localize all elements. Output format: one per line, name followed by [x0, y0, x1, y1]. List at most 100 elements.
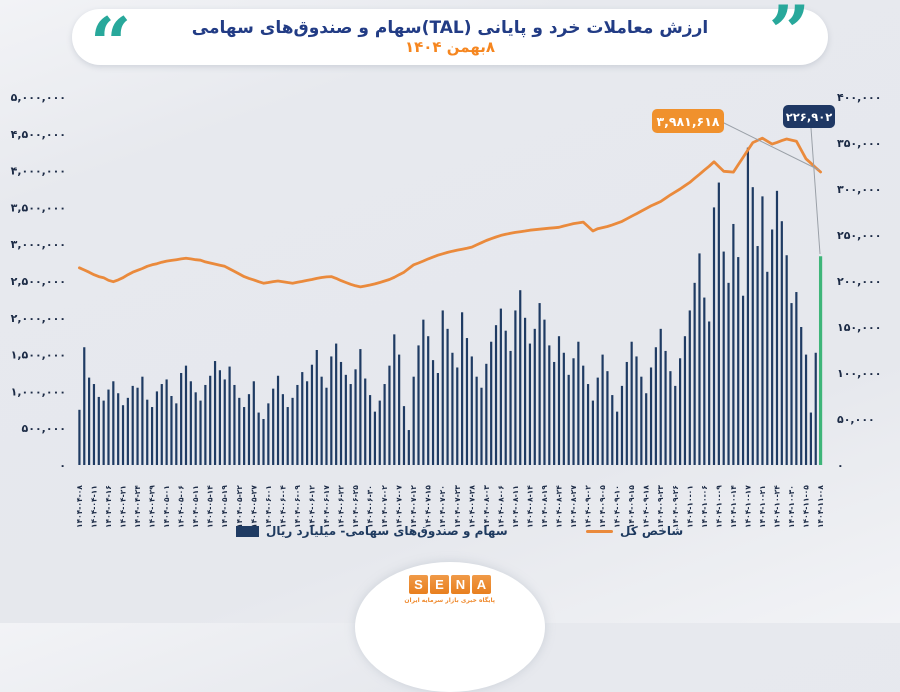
trade-value-bar	[451, 352, 454, 465]
trade-value-bar	[276, 375, 280, 465]
trade-value-bar	[296, 384, 299, 465]
trade-value-bar	[150, 407, 154, 465]
trade-value-bar	[771, 229, 774, 465]
legend-item-index: شاخص کل	[586, 523, 683, 539]
x-axis-date-label: ۱۴۰۴-۰۸-۰۶	[496, 485, 505, 528]
trade-value-bar	[722, 251, 725, 465]
index-value-callout: ۳,۹۸۱,۶۱۸	[652, 109, 724, 133]
right-axis-tick-label: ۲۰۰,۰۰۰	[837, 275, 881, 288]
x-axis-date-label: ۱۴۰۴-۱۰-۰۶	[700, 485, 709, 528]
trade-value-bar	[320, 376, 323, 465]
x-axis-date-label: ۱۴۰۴-۱۰-۱۷	[743, 485, 752, 528]
x-axis-date-label: ۱۴۰۴-۰۵-۲۷	[249, 485, 258, 528]
trade-value-bar	[485, 363, 488, 465]
trade-value-bar	[611, 395, 614, 465]
x-axis-date-label: ۱۴۰۴-۱۱-۰۵	[802, 485, 811, 528]
trade-value-bar	[272, 388, 275, 465]
trade-value-bar	[538, 303, 541, 465]
trade-value-bar	[117, 393, 120, 465]
right-axis-tick-label: ۵۰,۰۰۰	[837, 413, 875, 426]
trade-value-bar	[233, 384, 236, 465]
trade-value-bar	[703, 297, 706, 465]
trade-value-bar	[751, 187, 754, 465]
trade-value-bar	[257, 412, 260, 465]
trade-value-bar	[175, 403, 178, 465]
trade-value-bar	[267, 403, 270, 465]
x-axis-date-label: ۱۴۰۴-۰۷-۱۵	[424, 485, 433, 528]
x-axis-date-label: ۱۴۰۴-۰۵-۰۱	[162, 485, 171, 528]
trade-value-bar	[717, 182, 720, 465]
x-axis-date-label: ۱۴۰۴-۰۷-۲۰	[438, 485, 447, 528]
x-axis-date-label: ۱۴۰۴-۰۸-۲۴	[554, 485, 563, 528]
trade-value-bar	[708, 321, 711, 465]
sena-logo-letter: E	[430, 575, 449, 594]
trade-value-bar	[533, 328, 536, 465]
trade-value-bar	[456, 367, 459, 465]
trade-value-bar	[121, 405, 125, 465]
trade-value-bar	[509, 350, 512, 465]
trade-value-bar	[373, 411, 377, 465]
trade-value-bar	[78, 409, 81, 465]
trade-value-bar	[780, 221, 783, 465]
x-axis-date-label: ۱۴۰۴-۰۶-۰۴	[278, 485, 287, 528]
trade-value-bar	[160, 384, 163, 465]
trade-value-bar	[582, 365, 585, 465]
left-axis-tick-label: ۱,۵۰۰,۰۰۰	[11, 349, 66, 362]
trade-value-bar	[141, 376, 144, 465]
trade-value-bar	[674, 385, 677, 465]
latest-trade-value-bar	[818, 256, 823, 465]
trade-value-bar	[378, 400, 381, 465]
bar-series-label: سهام و صندوق‌های سهامی- میلیارد ریال	[266, 524, 508, 538]
trade-value-bar	[640, 376, 643, 465]
x-axis-date-label: ۱۴۰۴-۰۶-۱۷	[322, 485, 331, 528]
trade-value-bar	[427, 336, 430, 465]
trade-value-bar	[412, 376, 415, 465]
trade-value-bar	[756, 246, 759, 465]
trade-value-bar	[330, 356, 333, 465]
x-axis-date-label: ۱۴۰۴-۰۷-۲۸	[467, 485, 476, 528]
trade-value-bar	[562, 352, 565, 465]
trade-value-bar	[625, 361, 628, 465]
trade-value-bar	[422, 319, 425, 465]
trade-value-bar	[252, 381, 255, 465]
x-axis-date-label: ۱۴۰۴-۰۴-۱۱	[89, 485, 98, 528]
x-axis-date-label: ۱۴۰۴-۰۶-۲۵	[351, 485, 360, 528]
x-axis-date-label: ۱۴۰۴-۰۸-۱۹	[540, 485, 549, 528]
trade-value-bar	[393, 334, 396, 465]
x-axis-date-label: ۱۴۰۴-۱۰-۰۹	[714, 485, 723, 528]
trade-value-bar	[339, 361, 343, 465]
trade-value-bar	[228, 366, 231, 465]
right-axis-tick-label: ۴۰۰,۰۰۰	[837, 91, 881, 104]
trade-value-bar	[243, 407, 246, 465]
trade-value-bar	[712, 207, 716, 465]
trade-value-bar	[528, 343, 532, 465]
trade-value-bar	[199, 400, 202, 465]
trade-value-bar	[112, 381, 115, 465]
sena-logo-letter: N	[451, 575, 470, 594]
x-axis-date-label: ۱۴۰۴-۰۹-۱۰	[613, 485, 622, 528]
trade-value-bar	[349, 384, 352, 465]
right-axis-tick-label: ۲۵۰,۰۰۰	[837, 229, 881, 242]
x-axis-date-label: ۱۴۰۴-۰۵-۱۴	[206, 485, 215, 528]
trade-value-bar	[519, 290, 522, 465]
x-axis-date-label: ۱۴۰۴-۰۹-۰۵	[598, 485, 607, 528]
trade-value-bar	[683, 336, 687, 465]
trade-value-bar	[523, 317, 527, 465]
trade-value-bar	[184, 365, 188, 465]
trade-value-bar	[92, 384, 96, 465]
trade-value-bar	[204, 384, 207, 465]
header-titles: ارزش معاملات خرد و پایانی (TAL)سهام و صن…	[131, 18, 768, 56]
trade-value-bar	[223, 379, 226, 465]
trade-value-bar	[354, 369, 357, 465]
trade-value-bar	[286, 407, 289, 465]
trade-value-bar	[809, 412, 812, 465]
trade-value-bar	[218, 370, 222, 465]
x-axis-date-label: ۱۴۰۴-۱۰-۳۰	[787, 485, 796, 528]
trade-value-bar	[88, 377, 91, 465]
trade-value-bar	[465, 338, 469, 465]
index-line	[78, 136, 822, 289]
trade-value-bar	[97, 396, 100, 465]
trade-value-bar	[557, 336, 561, 465]
trade-value-bar	[737, 257, 740, 465]
x-axis-date-label: ۱۴۰۴-۰۸-۲۷	[569, 485, 578, 528]
